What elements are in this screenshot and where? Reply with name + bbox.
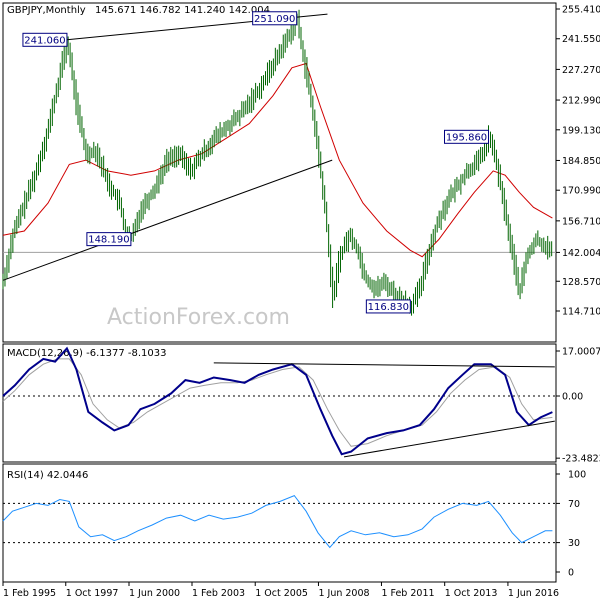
- y-tick-label: 227.270: [562, 65, 600, 76]
- y-tick-label: 128.570: [562, 277, 600, 288]
- macd-line: [2, 346, 553, 456]
- rsi-panel-frame: [2, 463, 557, 583]
- y-tick-label: 114.710: [562, 307, 600, 318]
- ohlc-values: 145.671 146.782 141.240 142.004: [95, 5, 270, 16]
- main-title: GBPJPY,Monthly: [7, 5, 86, 16]
- macd-y-tick-label: 17.0007: [562, 347, 600, 358]
- trendline-1: [2, 159, 333, 281]
- rsi-axis: 100 70 30 0: [556, 470, 586, 579]
- macd-main-line: [2, 346, 553, 456]
- rsi-line: [2, 494, 553, 549]
- y-tick-label: 142.004: [562, 248, 600, 259]
- price-axis: 255.410 241.550 227.270 212.990 199.130 184.8…: [556, 5, 600, 318]
- annotation-box: [365, 299, 411, 314]
- watermark: ActionForex.com: [107, 305, 290, 330]
- x-tick-label: 1 Jun 2016: [508, 588, 559, 599]
- macd-trendlines: [213, 362, 555, 458]
- y-tick-label: 184.850: [562, 156, 600, 167]
- x-tick-label: 1 Oct 1997: [66, 588, 119, 599]
- x-tick-label: 1 Jun 2008: [318, 588, 369, 599]
- rsi-title: RSI(14) 42.0446: [7, 470, 88, 481]
- signal-line: [2, 358, 553, 447]
- x-tick-label: 1 Oct 2005: [255, 588, 308, 599]
- macd-signal-line: [2, 358, 553, 447]
- rsi-main-line: [2, 494, 553, 549]
- macd-y-tick-label: -23.4823: [562, 454, 600, 465]
- annotation-label: 116.830: [368, 302, 409, 313]
- y-tick-label: 241.550: [562, 34, 600, 45]
- rsi-y-tick-label: 70: [568, 499, 580, 510]
- macd-trendline-0: [213, 362, 555, 368]
- x-tick-label: 1 Feb 1995: [3, 588, 56, 599]
- annotation-label: 241.060: [24, 35, 65, 46]
- y-tick-label: 212.990: [562, 96, 600, 107]
- annotation-box: [86, 232, 132, 247]
- x-tick-label: 1 Jun 2000: [129, 588, 180, 599]
- price-series: [2, 9, 553, 316]
- rsi-y-tick-label: 100: [568, 470, 586, 481]
- annotation-label: 195.860: [446, 132, 487, 143]
- annotation-box: [252, 11, 298, 26]
- panel-frames: [2, 2, 557, 583]
- annotation-116.830: 116.830: [365, 299, 411, 314]
- annotation-label: 251.090: [254, 14, 295, 25]
- annotation-241.060: 241.060: [22, 32, 68, 47]
- macd-axis: 17.0007 0.00 -23.4823: [556, 347, 600, 465]
- y-tick-label: 255.410: [562, 5, 600, 16]
- annotation-251.090: 251.090: [252, 11, 298, 26]
- annotation-148.190: 148.190: [86, 232, 132, 247]
- time-axis: 1 Feb 1995 1 Oct 1997 1 Jun 2000 1 Feb 2003…: [2, 582, 559, 599]
- x-tick-label: 1 Oct 2013: [445, 588, 498, 599]
- annotation-box: [444, 129, 490, 144]
- rsi-y-tick-label: 0: [568, 568, 574, 579]
- y-tick-label: 170.990: [562, 186, 600, 197]
- annotation-label: 148.190: [88, 235, 129, 246]
- annotation-195.860: 195.860: [444, 129, 490, 144]
- macd-trendline-1: [343, 420, 555, 458]
- price-annotations: 241.060 251.090 148.190 195.860 116.830: [22, 11, 490, 314]
- rsi-y-tick-label: 30: [568, 538, 580, 549]
- y-tick-label: 199.130: [562, 125, 600, 136]
- x-tick-label: 1 Feb 2011: [381, 588, 434, 599]
- macd-y-tick-label: 0.00: [562, 392, 583, 403]
- x-tick-label: 1 Feb 2003: [192, 588, 245, 599]
- y-tick-label: 156.710: [562, 216, 600, 227]
- annotation-box: [22, 32, 68, 47]
- macd-title: MACD(12,26,9) -6.1377 -8.1033: [7, 348, 167, 359]
